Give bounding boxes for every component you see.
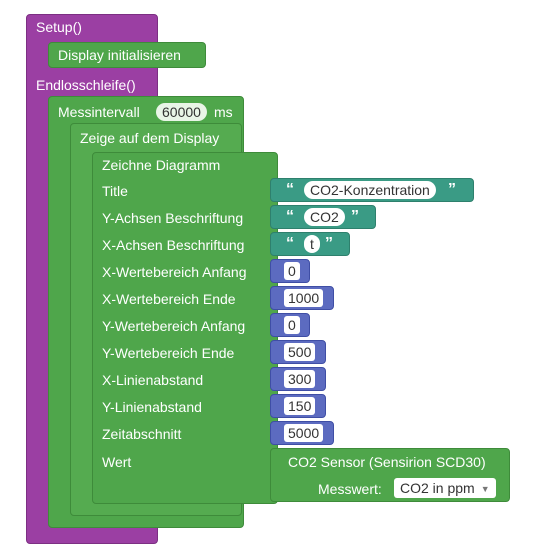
show-label: Zeige auf dem Display <box>80 130 220 146</box>
field-ymin-label: Y-Wertebereich Anfang <box>102 318 246 334</box>
display-init-block[interactable] <box>48 42 206 68</box>
field-ymax-label: Y-Wertebereich Ende <box>102 345 235 361</box>
ylabel-quote-open: “ <box>286 208 294 225</box>
field-ystep-label: Y-Linienabstand <box>102 399 202 415</box>
field-xmin-label: X-Wertebereich Anfang <box>102 264 247 280</box>
field-timespan-label: Zeitabschnitt <box>102 426 182 442</box>
field-xlabel-label: X-Achsen Beschriftung <box>102 237 245 253</box>
diagram-block[interactable] <box>92 152 278 504</box>
title-quote-open: “ <box>286 181 294 198</box>
ylabel-quote-close: ” <box>351 208 359 225</box>
field-title-label: Title <box>102 183 128 199</box>
sensor-measure-value: CO2 in ppm <box>400 480 475 496</box>
title-text-field[interactable]: CO2-Konzentration <box>304 181 436 199</box>
sensor-measure-dropdown[interactable]: CO2 in ppm ▼ <box>394 478 496 498</box>
xmin-number-field[interactable]: 0 <box>284 262 300 280</box>
display-init-label: Display initialisieren <box>58 47 181 63</box>
timespan-number-field[interactable]: 5000 <box>284 424 324 442</box>
interval-value-field[interactable]: 60000 <box>156 103 207 121</box>
field-xstep-label: X-Linienabstand <box>102 372 204 388</box>
setup-label: Setup() <box>36 19 82 35</box>
field-xmax-label: X-Wertebereich Ende <box>102 291 236 307</box>
xstep-number-field[interactable]: 300 <box>284 370 316 388</box>
xlabel-quote-open: “ <box>286 235 294 252</box>
xlabel-quote-close: ” <box>325 235 333 252</box>
field-value-label: Wert <box>102 454 132 470</box>
ystep-number-field[interactable]: 150 <box>284 397 316 415</box>
ylabel-text-field[interactable]: CO2 <box>304 208 345 226</box>
field-ylabel-label: Y-Achsen Beschriftung <box>102 210 244 226</box>
title-quote-close: ” <box>448 181 456 198</box>
interval-label: Messintervall <box>58 104 140 120</box>
loop-label: Endlosschleife() <box>36 77 136 93</box>
sensor-label: CO2 Sensor (Sensirion SCD30) <box>288 454 486 470</box>
sensor-measure-label: Messwert: <box>318 481 382 497</box>
chevron-down-icon: ▼ <box>480 484 490 495</box>
ymax-number-field[interactable]: 500 <box>284 343 316 361</box>
interval-unit: ms <box>214 104 233 120</box>
diagram-label: Zeichne Diagramm <box>102 157 221 173</box>
xlabel-text-field[interactable]: t <box>304 235 320 253</box>
xmax-number-field[interactable]: 1000 <box>284 289 324 307</box>
ymin-number-field[interactable]: 0 <box>284 316 300 334</box>
